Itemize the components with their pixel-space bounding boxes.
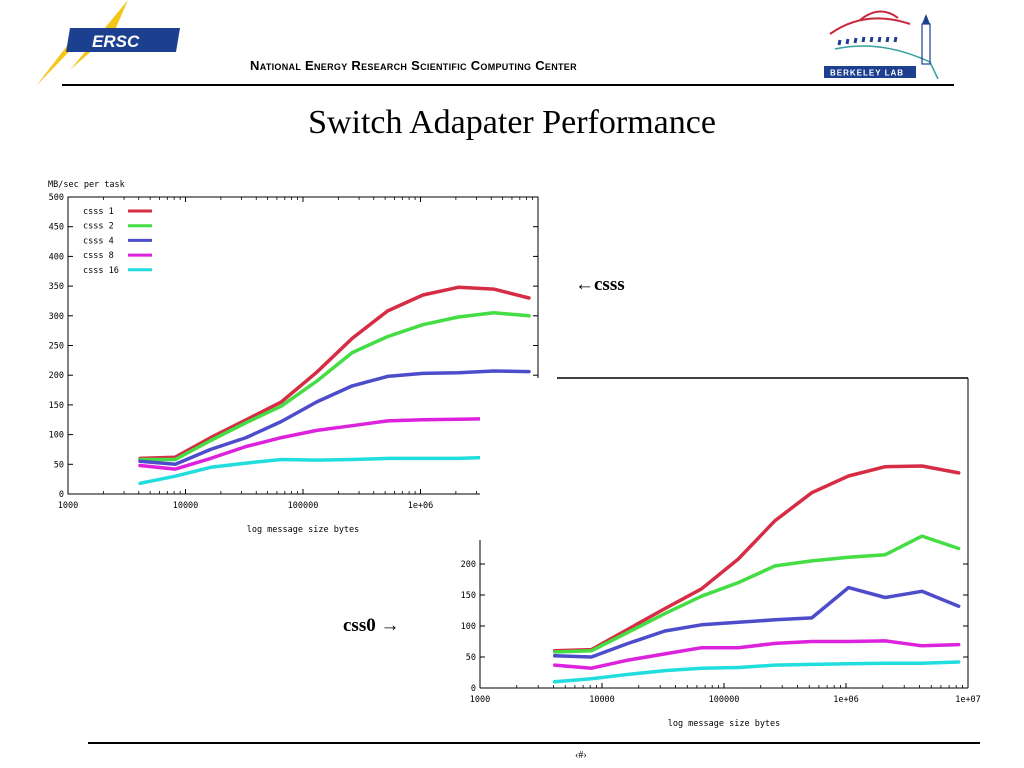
chart1-y-tick-label: 250 (49, 342, 64, 352)
chart1-series-line-4 (138, 416, 531, 471)
chart1-y-tick-label: 300 (49, 312, 64, 322)
chart1-y-tick-label: 500 (49, 193, 64, 203)
chart1-series-line-3 (138, 369, 531, 467)
chart1-x-tick-label: 10000 (173, 501, 199, 511)
chart1-legend-label-2: csss 2 (83, 222, 114, 232)
annotation-css0-label: css0 (343, 615, 376, 636)
slide-title: Switch Adapater Performance (308, 104, 716, 141)
chart2-x-tick-label: 1e+07 (955, 695, 981, 705)
chart2-y-tick-label: 100 (461, 622, 476, 632)
chart1-y-tick-label: 100 (49, 431, 64, 441)
right-arrow-icon: → (380, 615, 400, 636)
chart1-x-tick-label: 1000 (58, 501, 78, 511)
org-name: National Energy Research Scientific Comp… (250, 58, 577, 73)
chart1-series-line-2 (138, 311, 531, 462)
chart2-x-tick-label: 10000 (589, 695, 615, 705)
chart2-y-tick-label: 0 (471, 684, 476, 694)
chart1-series-line-1 (138, 285, 531, 461)
chart2-y-tick-label: 50 (466, 653, 476, 663)
chart1-y-tick-label: 150 (49, 401, 64, 411)
chart2-x-tick-label: 100000 (709, 695, 740, 705)
chart1-y-tick-label: 350 (49, 282, 64, 292)
chart1-y-tick-label: 400 (49, 252, 64, 262)
annotation-csss: ←csss (575, 274, 625, 296)
chart1-plot-frame (67, 196, 539, 495)
lab-name: Berkeley Lab (830, 69, 904, 78)
chart1-x-tick-label: 1e+06 (408, 501, 434, 511)
page-number: ‹#› (575, 750, 587, 761)
annotation-csss-label: csss (594, 274, 625, 295)
chart2-y-tick-label: 150 (461, 591, 476, 601)
chart1-y-tick-label: 0 (59, 490, 64, 500)
nersc-logo: ERSC (36, 0, 180, 86)
annotation-css0: css0 → (343, 615, 399, 637)
chart2-x-axis-label: log message size bytes (668, 719, 781, 729)
chart1-y-tick-label: 200 (49, 371, 64, 381)
chart2-series-line-1 (552, 464, 961, 653)
logo-text: ERSC (92, 32, 140, 51)
chart1-legend-label-4: csss 8 (83, 251, 114, 261)
chart2-y-tick-label: 200 (461, 560, 476, 570)
chart1-series-line-5 (138, 454, 531, 486)
chart2-series-line-3 (552, 585, 961, 659)
footer-divider (88, 742, 980, 744)
chart1-legend-label-5: csss 16 (83, 266, 119, 276)
chart1-y-tick-label: 50 (54, 460, 64, 470)
chart2-x-tick-label: 1000 (470, 695, 490, 705)
chart1-legend-label-3: csss 4 (83, 236, 114, 246)
chart2-series-line-4 (552, 639, 961, 670)
chart1-x-tick-label: 1e+07 (525, 501, 551, 511)
header-divider (62, 84, 954, 86)
chart2-x-tick-label: 1e+06 (833, 695, 859, 705)
chart1-x-tick-label: 100000 (288, 501, 319, 511)
left-arrow-icon: ← (575, 274, 594, 295)
chart2-plot-bg (480, 378, 968, 688)
berkeley-lab-logo: Berkeley Lab (824, 10, 939, 80)
chart1-y-tick-label: 450 (49, 223, 64, 233)
chart2-series-line-2 (552, 534, 961, 654)
chart2-series-line-5 (552, 660, 961, 684)
chart1-legend-label-1: csss 1 (83, 207, 114, 217)
chart1-y-axis-label: MB/sec per task (48, 180, 125, 190)
chart1-x-axis-label: log message size bytes (247, 525, 360, 535)
